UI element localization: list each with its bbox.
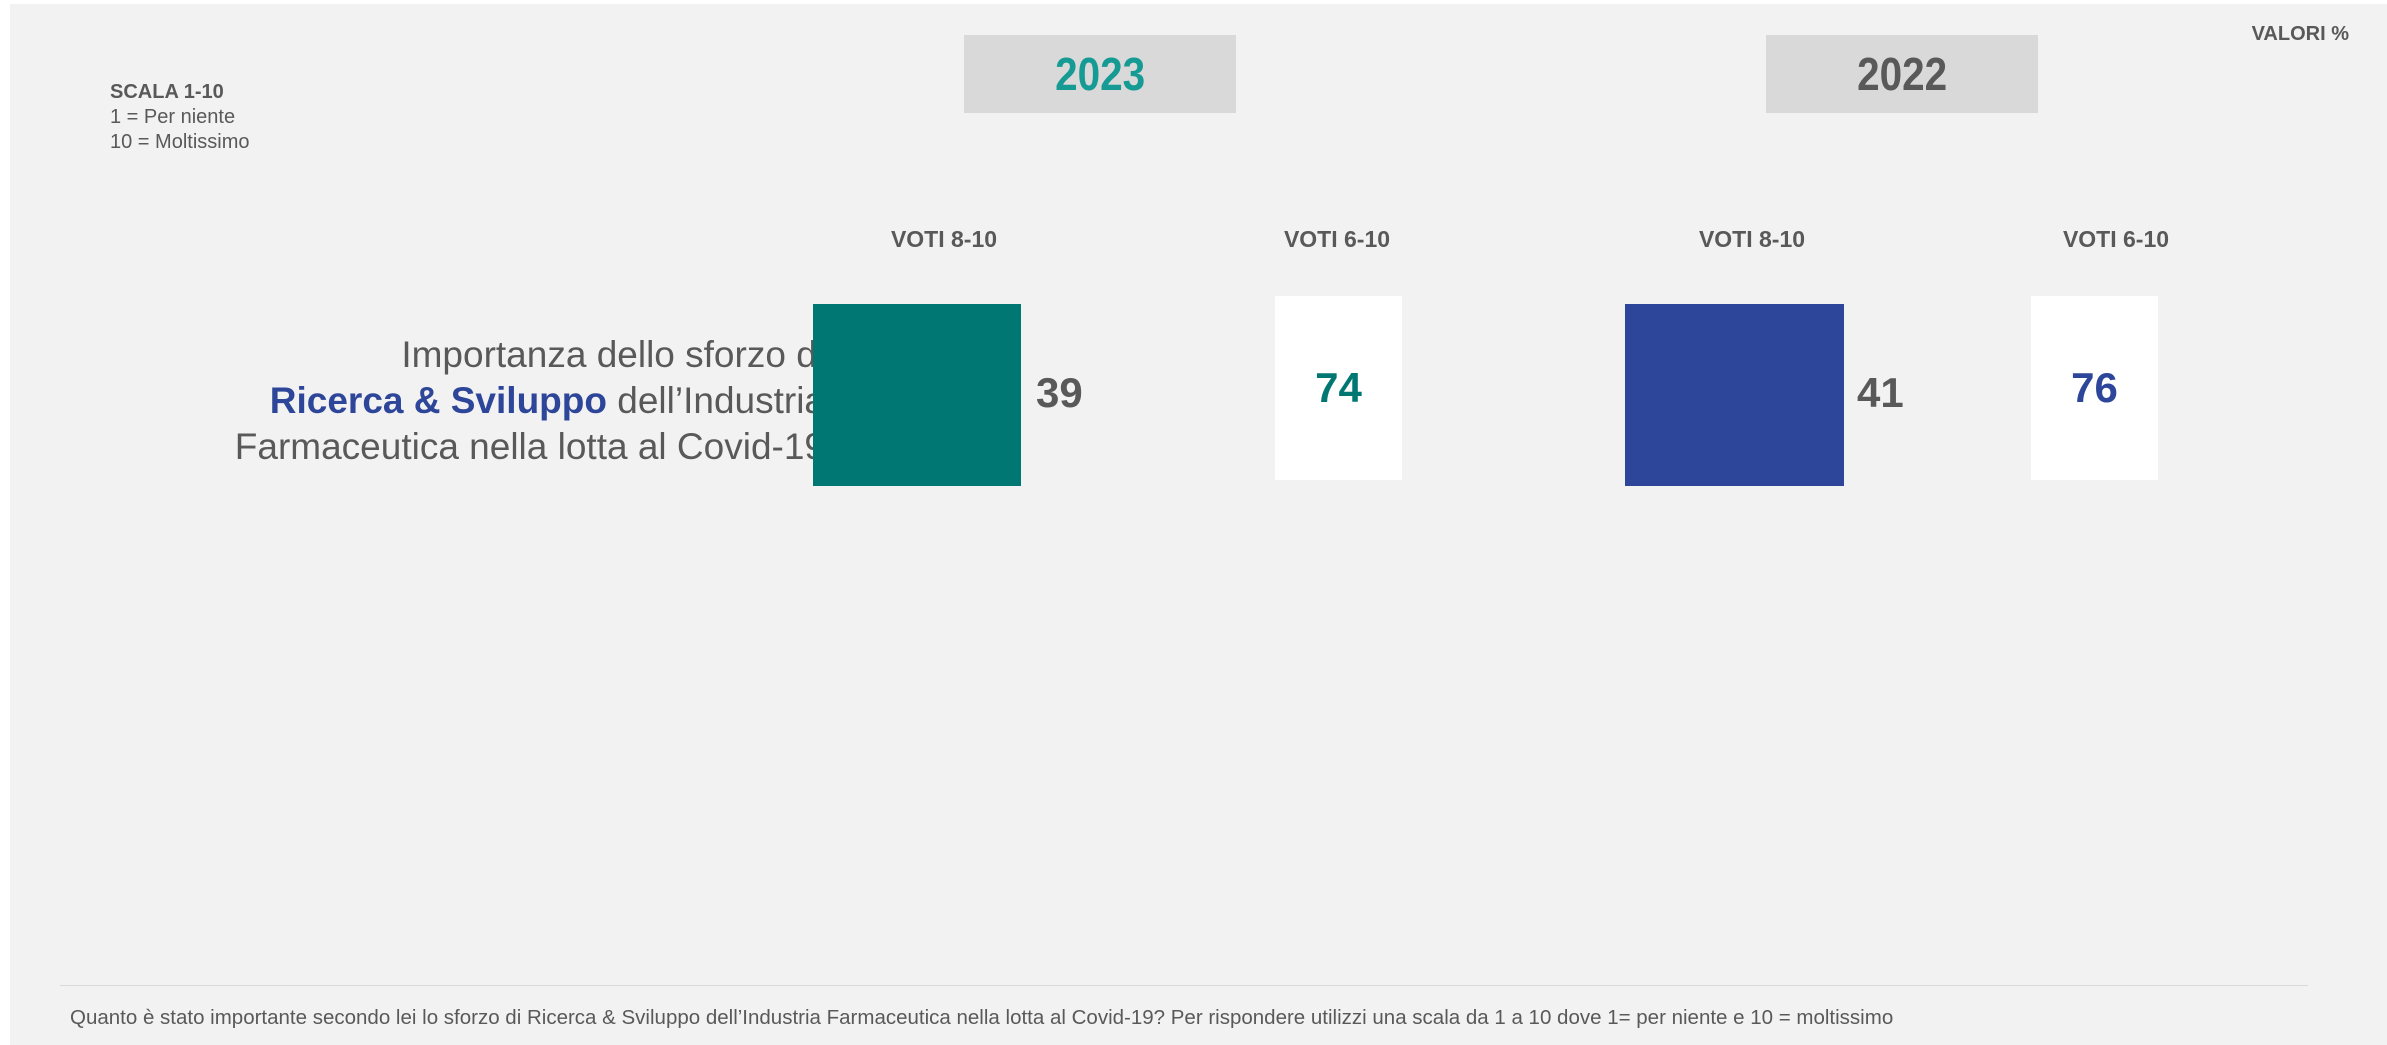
values-unit-label: VALORI % [2251, 23, 2349, 45]
value-2022-voti-6-10: 76 [2071, 364, 2118, 411]
bar-2023-voti-8-10 [813, 304, 1021, 486]
column-header-2023-voti-8-10: VOTI 8-10 [890, 226, 998, 252]
year-label-2022: 2022 [1856, 48, 1948, 100]
year-header-2022: 2022 [1766, 35, 2038, 113]
statement-line-2: Ricerca & Sviluppo dell’Industria [125, 378, 825, 424]
scale-high-label: 10 = Moltissimo [110, 131, 250, 153]
year-label-2023: 2023 [1054, 48, 1146, 100]
statement-line-2-rest: dell’Industria [606, 380, 825, 421]
chart-slide: VALORI % SCALA 1-10 1 = Per niente 10 = … [10, 4, 2387, 1045]
scale-title: SCALA 1-10 [110, 81, 224, 103]
question-footnote: Quanto è stato importante secondo lei lo… [70, 1006, 1894, 1029]
statement-label: Importanza dello sforzo di Ricerca & Svi… [125, 332, 825, 470]
bar-value-2022: 41 [1857, 369, 1904, 416]
bar-value-2023: 39 [1036, 369, 1083, 416]
scale-low-label: 1 = Per niente [110, 106, 236, 128]
column-header-2022-voti-8-10: VOTI 8-10 [1698, 226, 1806, 252]
bar-2022-voti-8-10 [1625, 304, 1844, 486]
statement-line-1: Importanza dello sforzo di [401, 334, 825, 375]
column-header-2023-voti-6-10: VOTI 6-10 [1283, 226, 1391, 252]
scale-legend: SCALA 1-10 1 = Per niente 10 = Moltissim… [110, 80, 250, 155]
year-header-2023: 2023 [964, 35, 1236, 113]
column-header-2022-voti-6-10: VOTI 6-10 [2062, 226, 2170, 252]
value-box-2023-voti-6-10: 74 [1275, 296, 1402, 480]
statement-highlight: Ricerca & Sviluppo [269, 380, 607, 421]
value-box-2022-voti-6-10: 76 [2031, 296, 2158, 480]
footnote-divider [60, 985, 2308, 986]
statement-line-3: Farmaceutica nella lotta al Covid-19 [234, 426, 825, 467]
value-2023-voti-6-10: 74 [1315, 364, 1362, 411]
